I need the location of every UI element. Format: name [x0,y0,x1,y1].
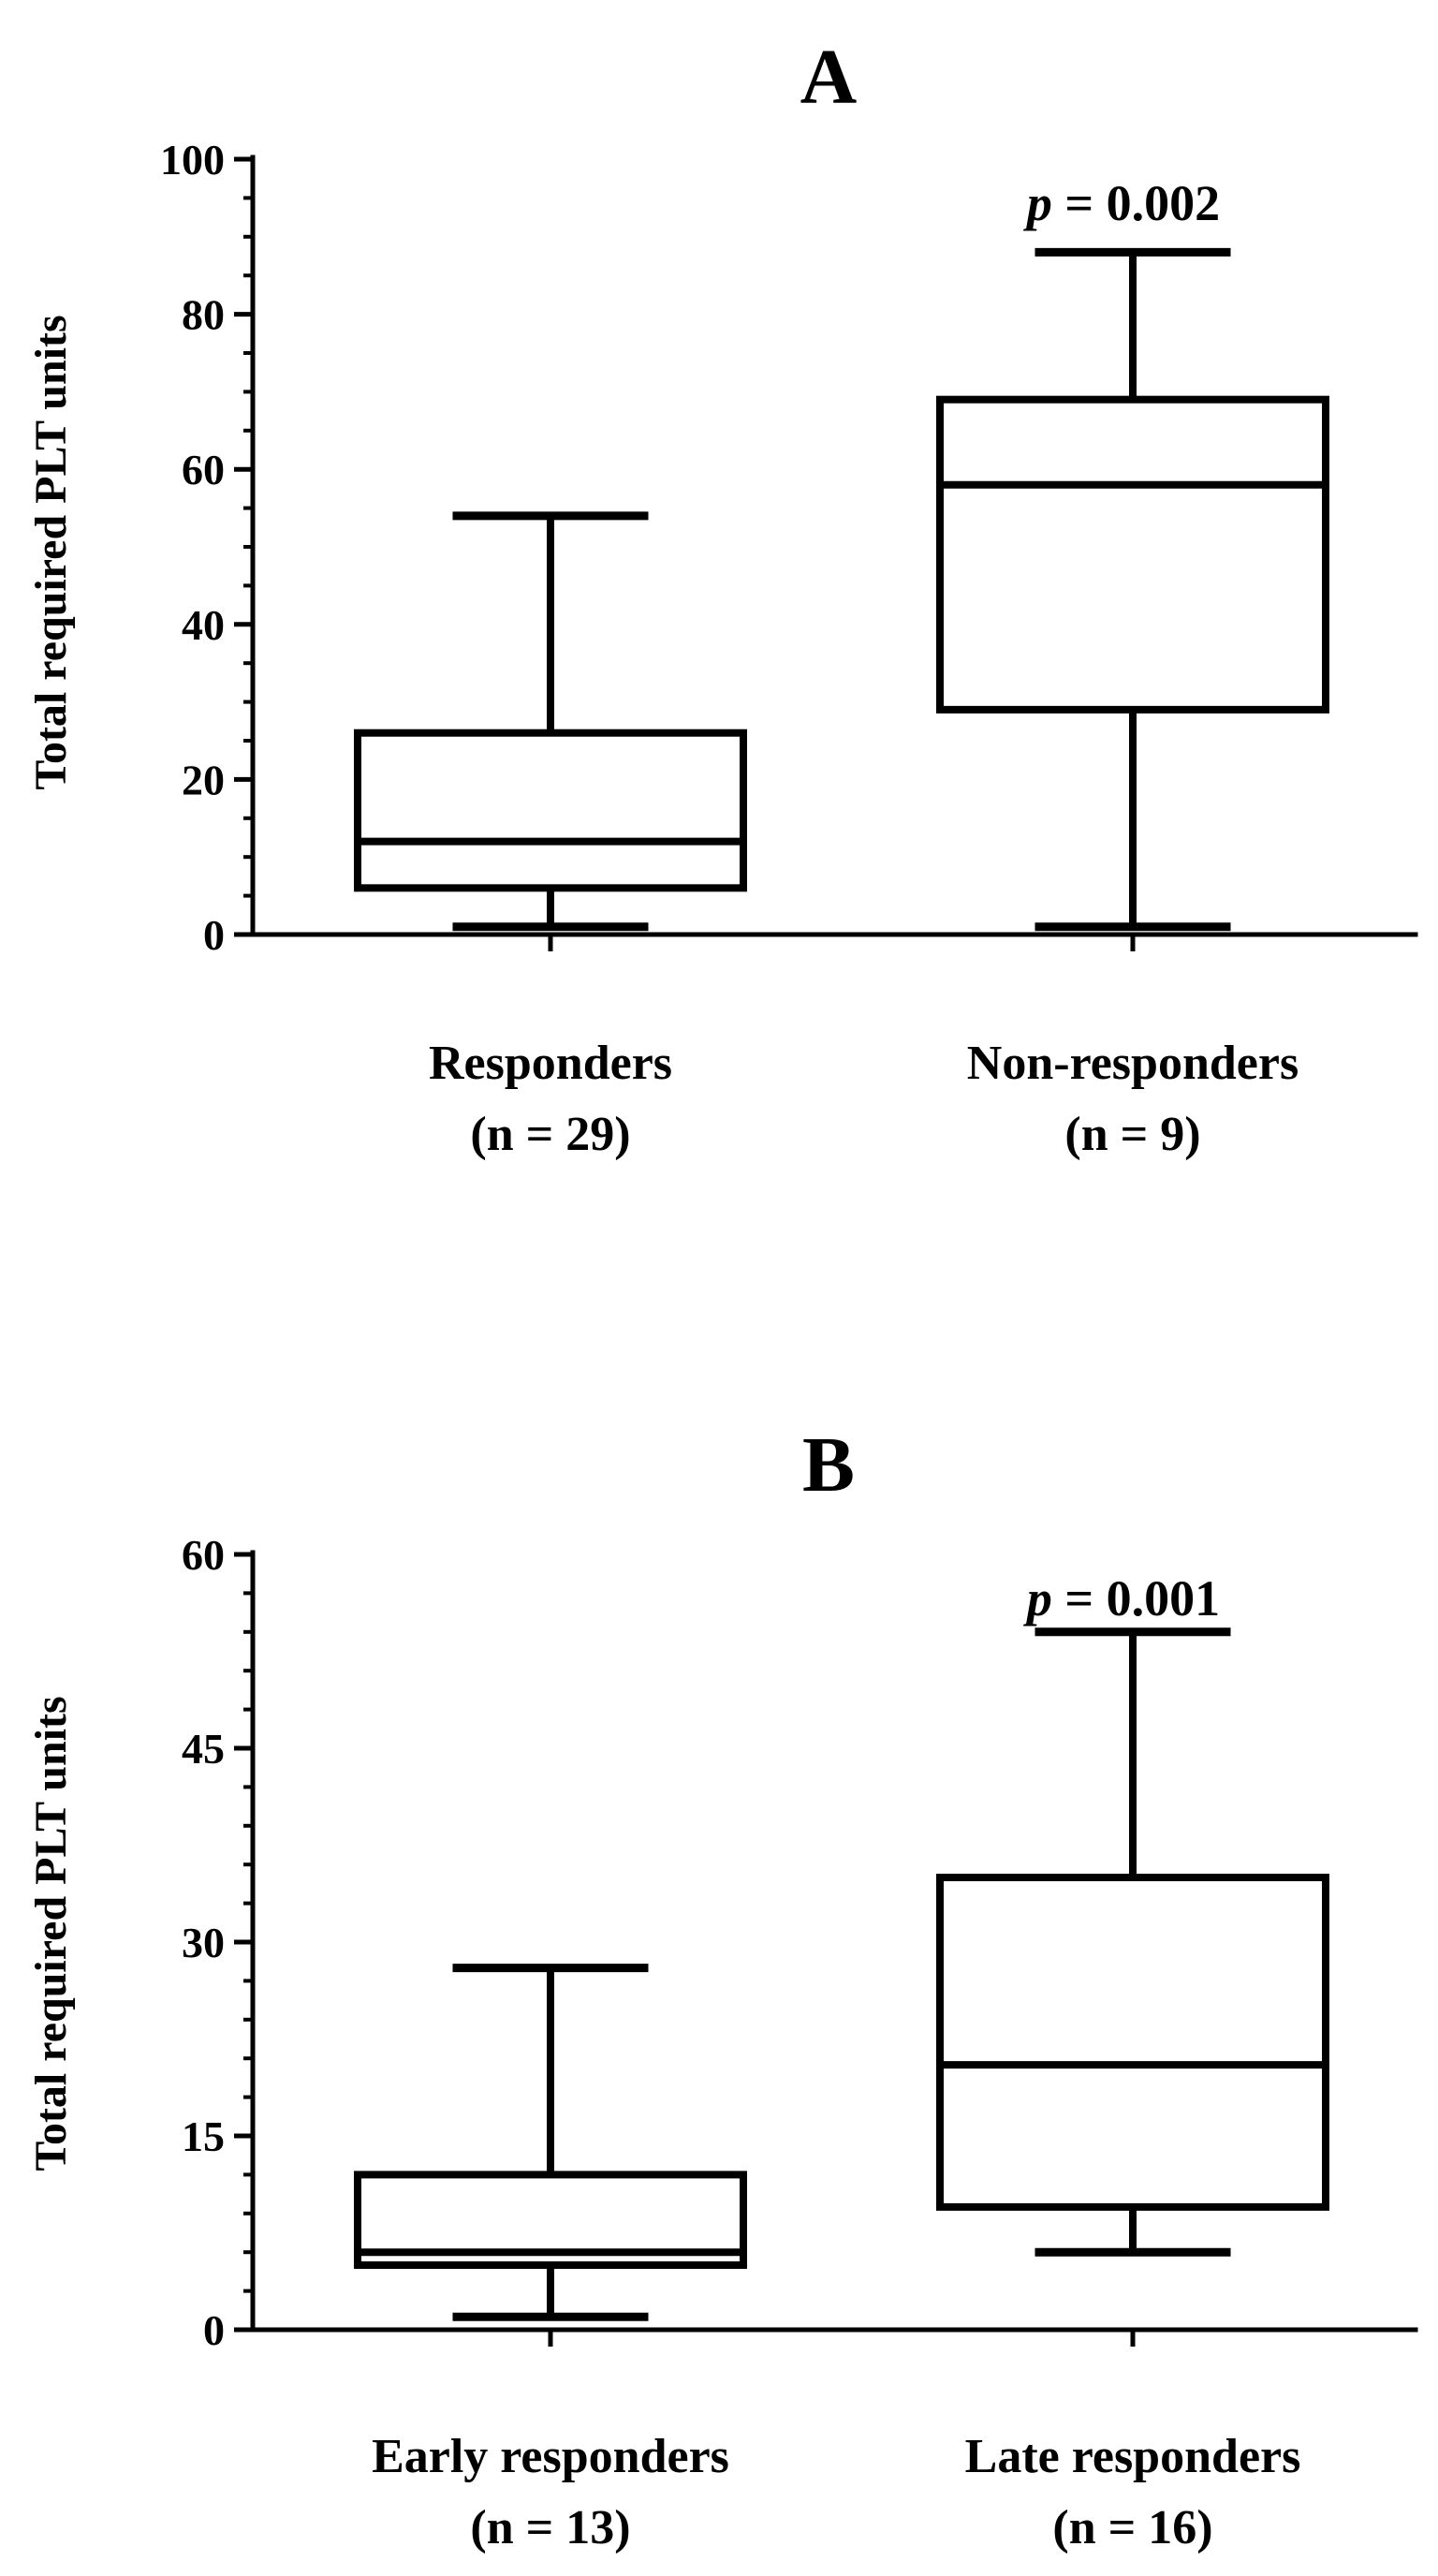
panel-b-p-symbol: p [1023,1570,1052,1627]
panel-a-category-n-non-responders: (n = 9) [1064,1108,1200,1161]
panel-a-y-tick-label: 40 [182,601,225,649]
panel-a-y-tick-label: 80 [182,291,225,339]
panel-a-title: A [800,34,858,121]
panel-b-y-axis-title: Total required PLT units [26,1696,76,2171]
panel-b-category-n-late-responders: (n = 16) [1052,2501,1212,2554]
panel-a-p-value: p = 0.002 [1023,175,1220,231]
panel-b-category-label-late-responders: Late responders [965,2430,1301,2483]
panel-a-p-text: = 0.002 [1052,175,1220,231]
panel-a: A Total required PLT units p = 0.002 Res… [26,34,1418,1161]
panel-b-y-tick-label: 15 [182,2112,225,2160]
panel-a-box-responders [354,729,747,892]
panel-b-y-tick-label: 30 [182,1919,225,1966]
panel-a-category-label-responders: Responders [429,1037,672,1090]
panel-b-y-tick-label: 60 [182,1531,225,1579]
panel-a-category-n-responders: (n = 29) [470,1108,630,1161]
panel-a-y-tick-label: 100 [160,136,225,184]
panel-a-y-tick-label: 20 [182,756,225,803]
panel-b-category-label-early-responders: Early responders [372,2430,729,2483]
panel-b: B Total required PLT units p = 0.001 Ear… [26,1421,1418,2554]
panel-a-y-tick-label: 60 [182,446,225,493]
panel-b-y-tick-label: 45 [182,1725,225,1773]
panel-b-y-tick-label: 0 [203,2306,225,2354]
panel-a-y-tick-label: 0 [203,911,225,959]
panel-a-p-symbol: p [1023,175,1052,231]
panel-a-box-non-responders [936,395,1329,714]
panel-a-y-axis-title: Total required PLT units [26,315,76,789]
panel-b-title: B [802,1421,855,1509]
panel-a-category-label-non-responders: Non-responders [967,1037,1299,1090]
panel-b-box-late-responders [936,1874,1329,2211]
panel-b-p-value: p = 0.001 [1023,1570,1220,1627]
panel-b-p-text: = 0.001 [1052,1570,1220,1627]
panel-b-category-n-early-responders: (n = 13) [470,2501,630,2554]
